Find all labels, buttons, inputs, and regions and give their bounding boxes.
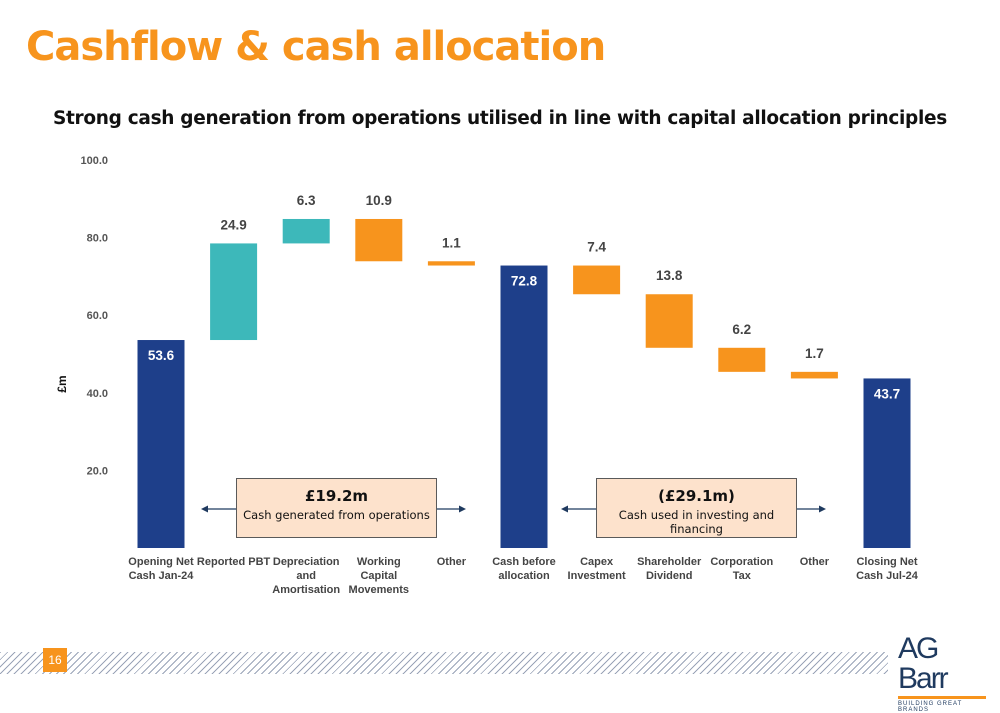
bar-value-label: 43.7 bbox=[874, 386, 900, 401]
category-label: Reported PBT bbox=[197, 556, 271, 568]
bar-value-label: 53.6 bbox=[148, 348, 175, 363]
logo-name: AG Barr bbox=[898, 632, 949, 695]
bar-value-label: 1.1 bbox=[442, 235, 461, 250]
bar-decrease bbox=[573, 265, 621, 295]
category-label: Other bbox=[800, 556, 830, 568]
slide-title: Cashflow & cash allocation bbox=[26, 24, 606, 70]
category-label-line: Movements bbox=[349, 584, 410, 596]
bar-total bbox=[500, 265, 548, 548]
bar-increase bbox=[210, 243, 258, 341]
category-label-line: Other bbox=[437, 556, 467, 568]
callout-operations: £19.2m Cash generated from operations bbox=[236, 478, 437, 538]
category-label: Other bbox=[437, 556, 467, 568]
category-label-line: Opening Net bbox=[128, 556, 194, 568]
logo-tagline: BUILDING GREAT BRANDS bbox=[898, 701, 963, 713]
bar-value-label: 13.8 bbox=[656, 268, 683, 283]
category-label: Closing Net Cash Jul-24 bbox=[856, 556, 919, 582]
callout-operations-amount: £19.2m bbox=[304, 487, 369, 505]
category-label: Corporation Tax bbox=[710, 556, 773, 582]
category-label-line: Amortisation bbox=[272, 584, 340, 596]
category-label-line: Working bbox=[357, 556, 401, 568]
bar-decrease bbox=[645, 294, 693, 348]
company-logo: AG Barr BUILDING GREAT BRANDS bbox=[898, 634, 990, 713]
bar-value-label: 1.7 bbox=[805, 346, 824, 361]
category-label-line: Dividend bbox=[646, 570, 692, 582]
category-label-line: Shareholder bbox=[637, 556, 702, 568]
bar-decrease bbox=[427, 261, 475, 266]
bar-value-label: 10.9 bbox=[366, 193, 392, 208]
waterfall-chart: 20.0 40.0 60.0 80.0 100.0 £m 53.6 Opening Net C… bbox=[55, 155, 919, 596]
bar-value-label: 24.9 bbox=[220, 217, 246, 232]
category-label-line: Closing Net bbox=[856, 556, 917, 568]
slide-subtitle: Strong cash generation from operations u… bbox=[52, 108, 948, 129]
callout-investing-amount: (£29.1m) bbox=[658, 487, 735, 505]
bar-value-label: 7.4 bbox=[587, 240, 606, 255]
category-label-line: allocation bbox=[498, 570, 550, 582]
bar-total bbox=[137, 340, 185, 548]
category-label: Cash before allocation bbox=[492, 556, 556, 582]
bar-decrease bbox=[790, 371, 838, 379]
bar-value-label: 6.2 bbox=[732, 322, 751, 337]
bar-decrease bbox=[355, 218, 403, 262]
category-label-line: Corporation bbox=[710, 556, 773, 568]
category-label-line: Capital bbox=[360, 570, 397, 582]
callout-investing: (£29.1m) Cash used in investing and fina… bbox=[596, 478, 797, 538]
y-tick-label: 60.0 bbox=[87, 310, 108, 322]
category-label-line: Cash Jul-24 bbox=[856, 570, 919, 582]
category-label-line: Capex bbox=[580, 556, 614, 568]
y-tick-label: 100.0 bbox=[80, 155, 108, 167]
category-label-line: Tax bbox=[733, 570, 752, 582]
page-number: 16 bbox=[43, 648, 67, 672]
y-tick-label: 20.0 bbox=[87, 465, 108, 477]
callout-arrowhead-left-1 bbox=[201, 505, 208, 513]
bar-value-label: 6.3 bbox=[297, 193, 316, 208]
category-label-line: Other bbox=[800, 556, 830, 568]
category-label-line: Cash before bbox=[492, 556, 556, 568]
category-label: Capex Investment bbox=[568, 556, 626, 582]
bar-increase bbox=[282, 218, 330, 244]
category-label-line: and bbox=[296, 570, 316, 582]
y-tick-label: 80.0 bbox=[87, 233, 108, 245]
logo-underline bbox=[898, 696, 986, 699]
category-label: Working Capital Movements bbox=[349, 556, 410, 596]
footer-hatch-pattern bbox=[0, 652, 888, 674]
callout-arrowhead-left-2 bbox=[561, 505, 568, 513]
category-label: Shareholder Dividend bbox=[637, 556, 702, 582]
category-label-line: Reported PBT bbox=[197, 556, 271, 568]
bar-value-label: 72.8 bbox=[511, 274, 538, 289]
category-label-line: Depreciation bbox=[273, 556, 340, 568]
category-label: Opening Net Cash Jan-24 bbox=[128, 556, 194, 582]
category-label-line: Cash Jan-24 bbox=[129, 570, 195, 582]
callout-operations-text: Cash generated from operations bbox=[243, 508, 430, 522]
bar-total bbox=[863, 378, 911, 548]
category-label: Depreciation and Amortisation bbox=[272, 556, 340, 596]
category-label-line: Investment bbox=[568, 570, 626, 582]
callout-arrowhead-right-2 bbox=[819, 505, 826, 513]
y-axis-label: £m bbox=[55, 375, 69, 392]
callout-investing-text: Cash used in investing and financing bbox=[618, 508, 775, 536]
y-tick-label: 40.0 bbox=[87, 388, 108, 400]
bar-decrease bbox=[718, 347, 766, 372]
callout-arrowhead-right-1 bbox=[459, 505, 466, 513]
